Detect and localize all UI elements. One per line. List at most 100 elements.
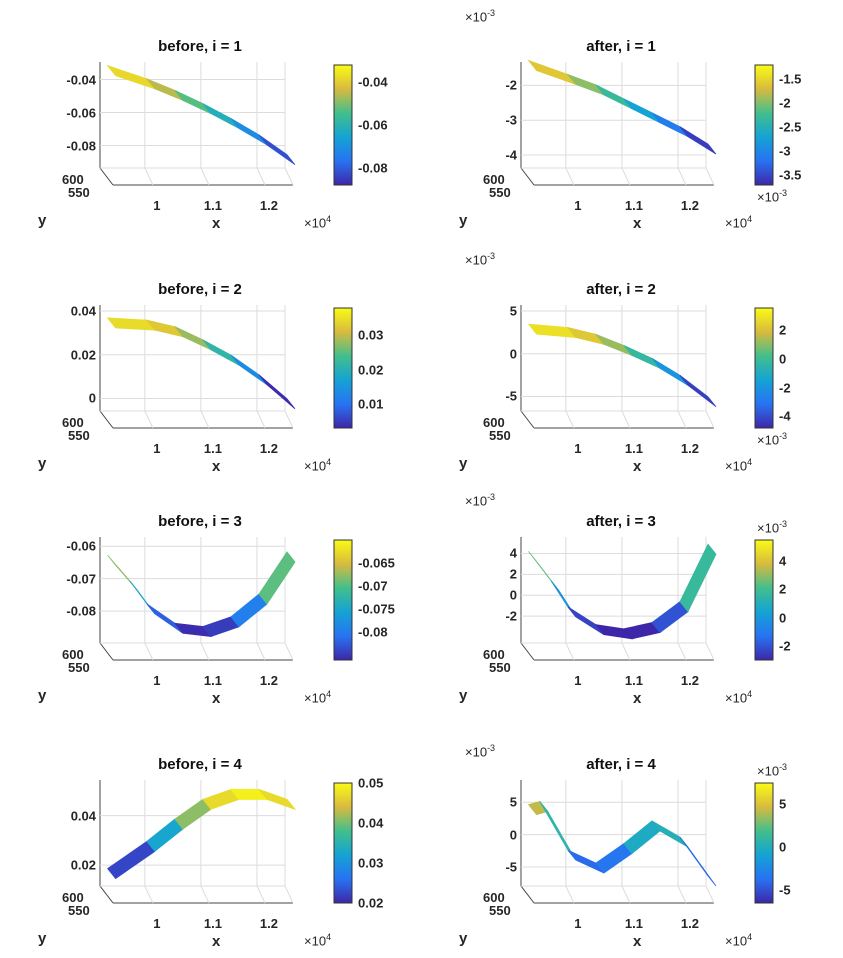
x-tick-label: 1.2 bbox=[680, 441, 700, 456]
x-exponent-power: 4 bbox=[326, 214, 332, 224]
z-exponent: ×10-3 bbox=[465, 743, 495, 759]
z-tick-label: 4 bbox=[509, 545, 517, 561]
y-axis-label: y bbox=[459, 455, 468, 472]
colorbar-tick-label: -5 bbox=[779, 882, 791, 898]
subplot-title: before, i = 4 bbox=[158, 756, 242, 773]
subplot-title: before, i = 2 bbox=[158, 281, 242, 298]
surface-patch bbox=[146, 818, 184, 852]
surface-patch bbox=[145, 77, 185, 102]
x-exponent: ×104 bbox=[304, 932, 331, 948]
subplot: 5 0 -5 after, i = 4 5 0 -5 600 550 1 1.1 1.2 y x ×104 ×… bbox=[421, 718, 841, 958]
surface-patch bbox=[623, 98, 661, 124]
y-tick-label: 550 bbox=[68, 428, 90, 443]
subplot-title: before, i = 1 bbox=[158, 38, 242, 55]
x-exponent-power: 4 bbox=[326, 932, 332, 942]
subplot: -1.5 -2 -2.5 -3 -3.5 after, i = 1 -2 -3 -4 600 550… bbox=[421, 0, 841, 240]
x-tick-label: 1 bbox=[153, 441, 161, 456]
colorbar-exponent: ×10-3 bbox=[757, 519, 787, 535]
y-tick-label: 600 bbox=[483, 890, 505, 905]
surface-patch bbox=[679, 126, 717, 155]
colorbar-tick-label: 0.05 bbox=[358, 775, 384, 791]
colorbar-exponent: ×10-3 bbox=[757, 431, 787, 447]
x-exponent: ×104 bbox=[304, 689, 331, 705]
colorbar-tick-label: -0.08 bbox=[358, 160, 388, 176]
z-exponent-base: ×10 bbox=[465, 9, 488, 25]
y-tick-label: 600 bbox=[483, 415, 505, 430]
grid-line bbox=[284, 885, 294, 904]
plot-area bbox=[99, 537, 353, 661]
colorbar bbox=[333, 64, 353, 186]
surface-patch bbox=[174, 90, 212, 114]
z-tick-label: -4 bbox=[505, 147, 517, 163]
colorbar-tick-label: 0.03 bbox=[358, 327, 384, 343]
surface-patch bbox=[623, 345, 661, 369]
grid-line bbox=[200, 167, 210, 186]
colorbar-exponent-power: -3 bbox=[779, 519, 788, 529]
grid-line bbox=[200, 885, 210, 904]
z-tick-label: -0.08 bbox=[66, 603, 96, 619]
z-exponent: ×10-3 bbox=[465, 251, 495, 267]
plot-area bbox=[520, 537, 774, 661]
subplot: 4 2 0 -2 after, i = 3 4 2 0 -2 600 550 1 1.1 1.2 y x ×10… bbox=[421, 475, 841, 715]
x-exponent-base: ×10 bbox=[304, 458, 327, 474]
grid-line bbox=[621, 167, 631, 186]
x-exponent-power: 4 bbox=[747, 689, 753, 699]
z-exponent: ×10-3 bbox=[465, 492, 495, 508]
surface-patch bbox=[230, 593, 268, 628]
colorbar-tick-label: -2.5 bbox=[779, 119, 802, 135]
subplot: -0.065 -0.07 -0.075 -0.08 before, i = 3 -0.06… bbox=[0, 475, 420, 715]
colorbar bbox=[333, 782, 353, 904]
x-axis-label: x bbox=[212, 458, 221, 475]
x-tick-label: 1 bbox=[574, 198, 582, 213]
grid-line bbox=[705, 885, 715, 904]
z-tick-label: -2 bbox=[505, 77, 517, 93]
y-tick-label: 550 bbox=[489, 660, 511, 675]
colorbar-exponent-base: ×10 bbox=[757, 432, 780, 448]
colorbar bbox=[754, 782, 774, 904]
y-axis-label: y bbox=[38, 930, 47, 947]
colorbar-tick-label: 2 bbox=[779, 581, 787, 597]
surface-patch bbox=[258, 374, 296, 410]
y-axis-label: y bbox=[38, 455, 47, 472]
y-tick-label: 550 bbox=[489, 903, 511, 918]
subplot: -0.04 -0.06 -0.08 before, i = 1 -0.04 -0.06 -0… bbox=[0, 0, 420, 240]
z-tick-label: -0.07 bbox=[66, 571, 96, 587]
colorbar-exponent: ×10-3 bbox=[757, 762, 787, 778]
surface-patch bbox=[594, 333, 634, 357]
grid-line bbox=[256, 885, 266, 904]
z-tick-label: -2 bbox=[505, 608, 517, 624]
z-exponent: ×10-3 bbox=[465, 8, 495, 24]
colorbar-tick-label: 0.02 bbox=[358, 895, 384, 911]
z-tick-label: 0 bbox=[509, 587, 517, 603]
surface-patch bbox=[527, 323, 577, 338]
x-exponent-base: ×10 bbox=[304, 690, 327, 706]
z-tick-label: -0.06 bbox=[66, 105, 96, 121]
colorbar-exponent-power: -3 bbox=[779, 762, 788, 772]
grid-line bbox=[200, 642, 210, 661]
subplot-title: after, i = 3 bbox=[586, 513, 656, 530]
y-tick-label: 600 bbox=[62, 647, 84, 662]
z-exponent-power: -3 bbox=[487, 251, 496, 261]
z-exponent-power: -3 bbox=[487, 743, 496, 753]
grid-line bbox=[677, 410, 687, 429]
grid-line bbox=[284, 410, 294, 429]
x-tick-label: 1.1 bbox=[624, 441, 643, 456]
x-exponent: ×104 bbox=[304, 214, 331, 230]
x-tick-label: 1 bbox=[574, 673, 582, 688]
surface-patch bbox=[202, 103, 240, 129]
colorbar-exponent-power: -3 bbox=[779, 431, 788, 441]
surface-patch bbox=[257, 788, 297, 811]
x-exponent: ×104 bbox=[725, 689, 752, 705]
colorbar-tick-label: -0.04 bbox=[358, 74, 388, 90]
grid-line bbox=[705, 167, 715, 186]
grid-line bbox=[144, 410, 154, 429]
grid-line bbox=[284, 167, 294, 186]
surface-patch bbox=[258, 551, 296, 605]
plot-area bbox=[520, 780, 774, 904]
y-axis-line bbox=[99, 885, 114, 904]
x-axis-label: x bbox=[212, 215, 221, 232]
surface-patch bbox=[107, 840, 156, 880]
colorbar bbox=[754, 64, 774, 186]
surface-patch bbox=[679, 836, 717, 887]
z-tick-label: -0.04 bbox=[66, 72, 96, 88]
